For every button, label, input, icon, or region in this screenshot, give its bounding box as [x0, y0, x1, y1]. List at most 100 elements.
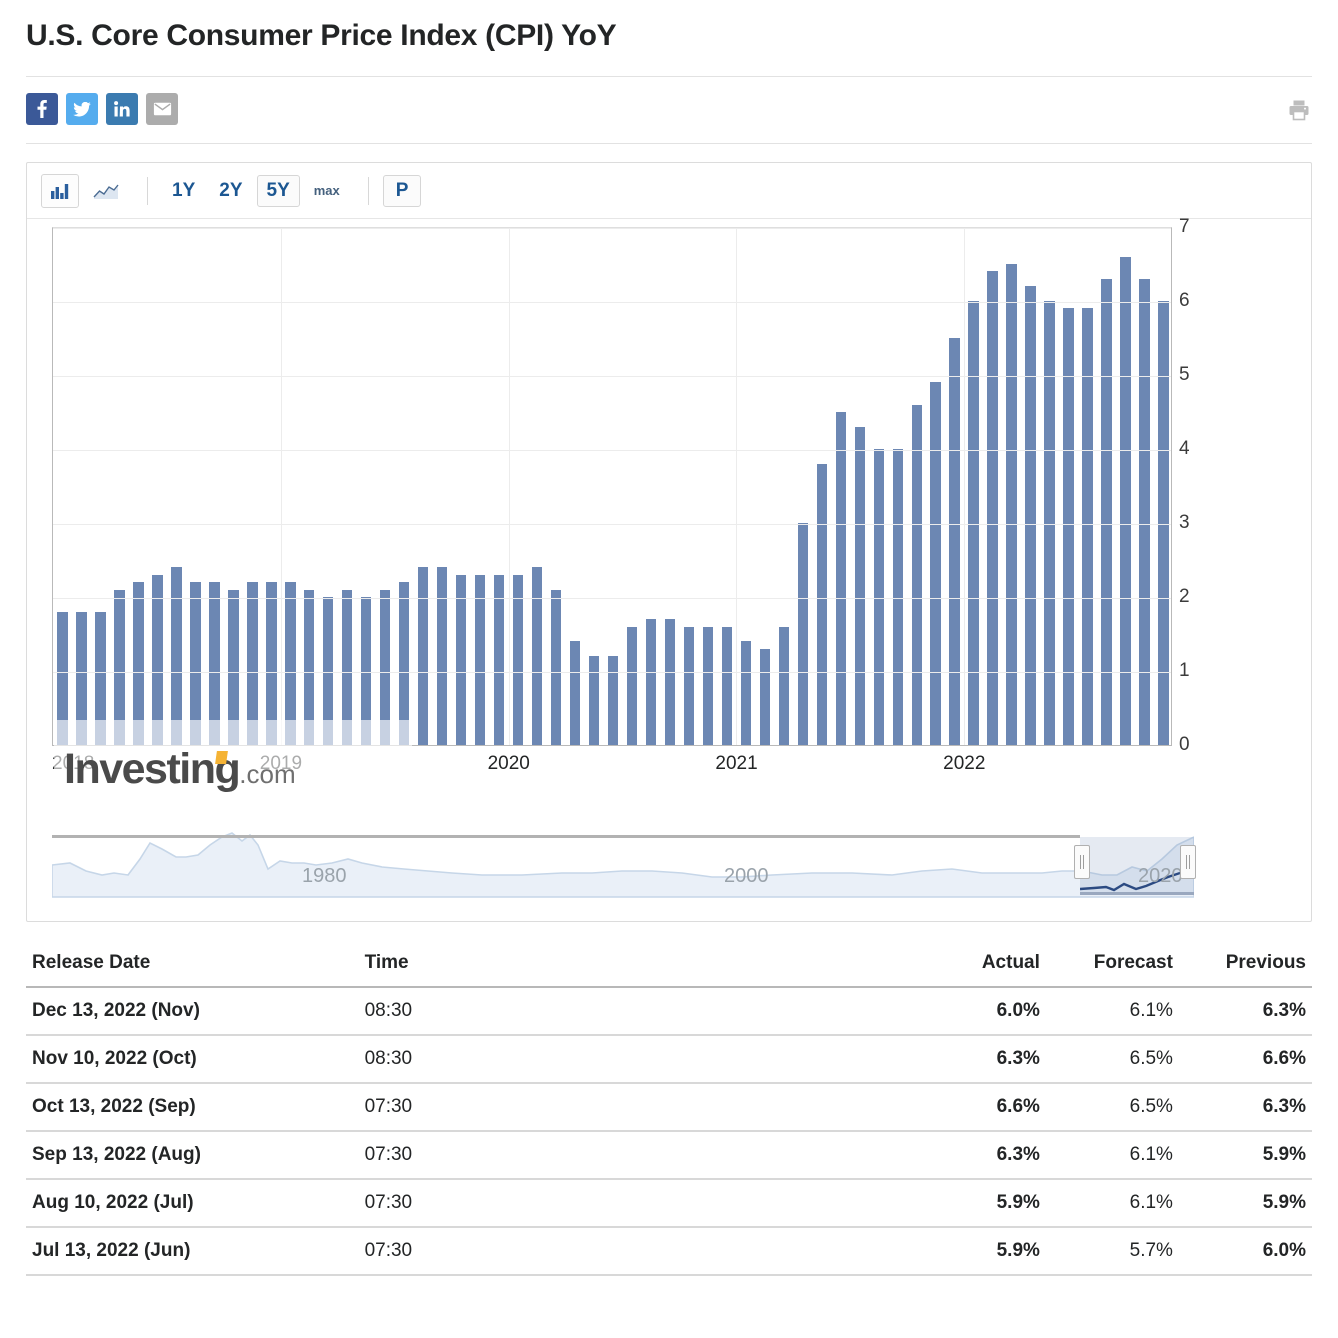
- y-tick-label-2: 2: [1179, 586, 1190, 607]
- table-row[interactable]: Sep 13, 2022 (Aug) 07:30 6.3% 6.1% 5.9%: [26, 1131, 1312, 1180]
- bar[interactable]: [1025, 286, 1036, 745]
- bar[interactable]: [152, 574, 163, 745]
- bar[interactable]: [455, 574, 467, 745]
- bar[interactable]: [930, 382, 941, 745]
- table-row[interactable]: Aug 10, 2022 (Jul) 07:30 5.9% 6.1% 5.9%: [26, 1179, 1312, 1228]
- bar[interactable]: [569, 641, 581, 745]
- cell-previous: 6.0%: [1178, 1227, 1312, 1276]
- bar[interactable]: [361, 597, 372, 745]
- social-share-bar: [26, 77, 1312, 143]
- table-row[interactable]: Nov 10, 2022 (Oct) 08:30 6.3% 6.5% 6.6%: [26, 1035, 1312, 1084]
- bar[interactable]: [816, 463, 828, 745]
- bar[interactable]: [1044, 301, 1055, 745]
- bar-chart-type-button[interactable]: [41, 173, 79, 208]
- bar[interactable]: [531, 567, 543, 745]
- email-share-button[interactable]: [146, 93, 178, 125]
- bar[interactable]: [247, 582, 258, 745]
- bar[interactable]: [417, 567, 429, 745]
- bar[interactable]: [285, 582, 296, 745]
- cell-release-date: Nov 10, 2022 (Oct): [26, 1035, 359, 1084]
- bar[interactable]: [968, 301, 979, 745]
- bar[interactable]: [911, 404, 922, 745]
- bar[interactable]: [436, 567, 448, 745]
- bar[interactable]: [778, 626, 790, 745]
- bar[interactable]: [987, 271, 998, 745]
- navigator-inner[interactable]: 1980 2000 2020: [52, 823, 1286, 909]
- bar[interactable]: [304, 589, 315, 745]
- line-chart-type-button[interactable]: [87, 174, 125, 208]
- bar[interactable]: [835, 412, 846, 745]
- range-button-2y[interactable]: 2Y: [219, 179, 243, 201]
- bar-chart-icon: [51, 183, 69, 199]
- y-tick-label-5: 5: [1179, 364, 1190, 385]
- bar[interactable]: [474, 574, 486, 745]
- bar[interactable]: [1006, 264, 1017, 745]
- bar[interactable]: [626, 626, 638, 745]
- bar[interactable]: [949, 338, 960, 745]
- bar[interactable]: [664, 619, 676, 745]
- bar[interactable]: [550, 589, 562, 745]
- navigator-handle-left[interactable]: [1074, 845, 1090, 879]
- bar[interactable]: [379, 589, 391, 745]
- bar[interactable]: [95, 611, 106, 745]
- facebook-share-button[interactable]: [26, 93, 58, 125]
- linkedin-share-button[interactable]: [106, 93, 138, 125]
- bar[interactable]: [797, 523, 809, 745]
- bar[interactable]: [759, 648, 771, 745]
- bar[interactable]: [266, 582, 277, 745]
- cell-release-date: Oct 13, 2022 (Sep): [26, 1083, 359, 1132]
- bar[interactable]: [607, 656, 619, 745]
- chart-navigator[interactable]: 1980 2000 2020: [52, 823, 1286, 909]
- gridline-x-2022: [964, 228, 966, 745]
- bar[interactable]: [209, 582, 220, 745]
- bar[interactable]: [683, 626, 695, 745]
- bar[interactable]: [702, 626, 714, 745]
- bar[interactable]: [171, 567, 182, 745]
- bar[interactable]: [854, 426, 865, 745]
- bar[interactable]: [57, 611, 68, 745]
- table-row[interactable]: Oct 13, 2022 (Sep) 07:30 6.6% 6.5% 6.3%: [26, 1083, 1312, 1132]
- gridline-y-3: [53, 524, 1171, 525]
- bar[interactable]: [323, 597, 334, 745]
- linkedin-icon: [114, 101, 130, 117]
- navigator-selection[interactable]: [1080, 837, 1194, 895]
- facebook-icon: [37, 100, 47, 118]
- bar[interactable]: [1120, 256, 1131, 745]
- bar[interactable]: [493, 574, 505, 745]
- range-button-1y[interactable]: 1Y: [172, 179, 196, 201]
- bar[interactable]: [76, 611, 87, 745]
- bar[interactable]: [721, 626, 733, 745]
- pattern-button[interactable]: P: [382, 174, 422, 207]
- bar[interactable]: [892, 449, 903, 745]
- page-title: U.S. Core Consumer Price Index (CPI) YoY: [26, 19, 617, 52]
- bar[interactable]: [873, 449, 884, 745]
- twitter-share-button[interactable]: [66, 93, 98, 125]
- bar[interactable]: [398, 582, 410, 745]
- bar[interactable]: [1158, 301, 1169, 745]
- bar[interactable]: [114, 589, 125, 745]
- bar[interactable]: [740, 641, 752, 745]
- bar[interactable]: [588, 656, 600, 745]
- bar-series: [53, 228, 1171, 745]
- bar[interactable]: [1082, 308, 1093, 745]
- line-chart-icon: [93, 184, 119, 199]
- bar[interactable]: [1101, 278, 1112, 745]
- bar[interactable]: [342, 589, 353, 745]
- table-row[interactable]: Jul 13, 2022 (Jun) 07:30 5.9% 5.7% 6.0%: [26, 1227, 1312, 1276]
- bar[interactable]: [512, 574, 524, 745]
- navigator-handle-right[interactable]: [1180, 845, 1196, 879]
- y-tick-label-1: 1: [1179, 660, 1190, 681]
- table-row[interactable]: Dec 13, 2022 (Nov) 08:30 6.0% 6.1% 6.3%: [26, 987, 1312, 1036]
- bar[interactable]: [133, 582, 144, 745]
- range-button-5y[interactable]: 5Y: [256, 174, 300, 207]
- bar[interactable]: [1139, 278, 1150, 745]
- plot-canvas[interactable]: [52, 227, 1172, 745]
- cell-actual: 6.3%: [912, 1131, 1046, 1180]
- print-button[interactable]: [1286, 97, 1312, 123]
- bar[interactable]: [645, 619, 657, 745]
- range-button-max[interactable]: max: [313, 183, 340, 198]
- bar[interactable]: [228, 589, 239, 745]
- bar[interactable]: [190, 582, 201, 745]
- bar[interactable]: [1063, 308, 1074, 745]
